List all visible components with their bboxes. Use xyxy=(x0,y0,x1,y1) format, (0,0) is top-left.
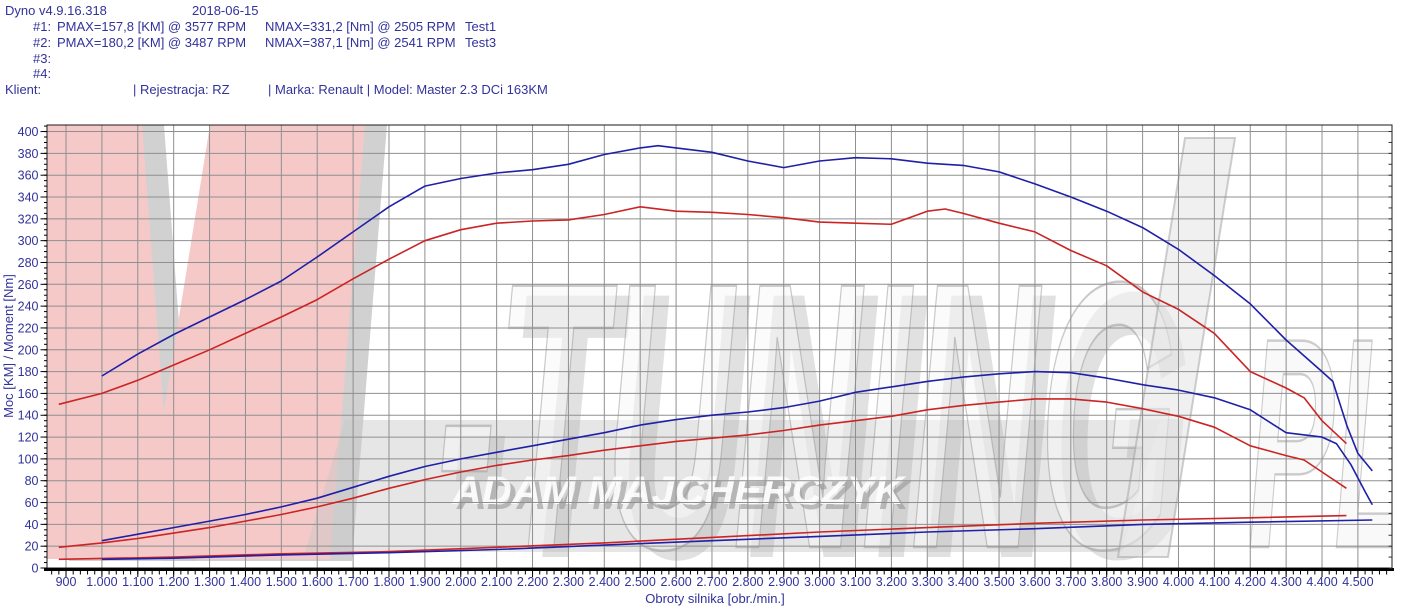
svg-text:2.900: 2.900 xyxy=(768,575,799,589)
client-label: Klient: xyxy=(5,82,42,97)
watermark-tuning-shadow: -TUNING xyxy=(451,213,1191,612)
svg-text:60: 60 xyxy=(25,496,39,510)
run2-pmax: PMAX=180,2 [KM] @ 3487 RPM xyxy=(57,35,247,50)
svg-text:180: 180 xyxy=(18,365,39,379)
svg-text:2.300: 2.300 xyxy=(553,575,584,589)
make-model-label: | Marka: Renault | Model: Master 2.3 DCi… xyxy=(268,82,548,97)
svg-text:0: 0 xyxy=(32,562,39,576)
svg-text:4.300: 4.300 xyxy=(1270,575,1301,589)
svg-text:2.600: 2.600 xyxy=(660,575,691,589)
watermark-author-shadow: ADAM MAJCHERCZYK xyxy=(456,474,912,518)
svg-text:3.700: 3.700 xyxy=(1055,575,1086,589)
x-axis-title: Obroty silnika [obr./min.] xyxy=(645,591,784,606)
y-tick-labels: 0 20 40 60 80 100 120 140 160 180 200 220 240 260 280 3… xyxy=(18,125,39,575)
svg-text:2.000: 2.000 xyxy=(445,575,476,589)
plot-border xyxy=(44,124,1394,571)
svg-text:4.100: 4.100 xyxy=(1199,575,1230,589)
svg-text:400: 400 xyxy=(18,125,39,139)
run2-nmax: NMAX=387,1 [Nm] @ 2541 RPM xyxy=(265,35,456,50)
run2-test: Test3 xyxy=(465,35,497,50)
svg-text:2.200: 2.200 xyxy=(517,575,548,589)
curve-torque-test1-red xyxy=(58,206,1347,445)
svg-text:3.400: 3.400 xyxy=(948,575,979,589)
svg-text:1.600: 1.600 xyxy=(302,575,333,589)
watermark-band xyxy=(305,420,1160,552)
svg-text:100: 100 xyxy=(18,452,39,466)
header: Dyno v4.9.16.318 2018-06-15 #1: PMAX=157… xyxy=(0,0,1424,110)
svg-text:300: 300 xyxy=(18,234,39,248)
svg-text:1.300: 1.300 xyxy=(194,575,225,589)
y-axis-title: Moc [KM] / Moment [Nm] xyxy=(1,274,16,418)
run2-label: #2: xyxy=(33,35,52,50)
svg-text:1.000: 1.000 xyxy=(86,575,117,589)
run1-test: Test1 xyxy=(465,19,497,34)
svg-text:160: 160 xyxy=(18,387,39,401)
svg-text:260: 260 xyxy=(18,278,39,292)
dyno-curves xyxy=(58,144,1374,561)
svg-text:3.900: 3.900 xyxy=(1127,575,1158,589)
run-date: 2018-06-15 xyxy=(192,3,259,18)
svg-text:1.400: 1.400 xyxy=(230,575,261,589)
svg-text:360: 360 xyxy=(18,169,39,183)
svg-text:220: 220 xyxy=(18,321,39,335)
svg-text:120: 120 xyxy=(18,431,39,445)
svg-text:3.000: 3.000 xyxy=(804,575,835,589)
run1-label: #1: xyxy=(33,19,52,34)
svg-text:1.900: 1.900 xyxy=(409,575,440,589)
registration-label: | Rejestracja: RZ xyxy=(133,82,230,97)
svg-text:4.400: 4.400 xyxy=(1306,575,1337,589)
svg-text:80: 80 xyxy=(25,474,39,488)
run4-label: #4: xyxy=(33,66,52,81)
watermark-tuning-text: -TUNING xyxy=(437,203,1177,612)
svg-text:1.800: 1.800 xyxy=(373,575,404,589)
app-title: Dyno v4.9.16.318 xyxy=(5,3,107,18)
svg-text:1.100: 1.100 xyxy=(122,575,153,589)
svg-text:3.300: 3.300 xyxy=(912,575,943,589)
svg-text:2.400: 2.400 xyxy=(589,575,620,589)
svg-text:200: 200 xyxy=(18,343,39,357)
v-letter-stroke xyxy=(47,125,175,559)
svg-text:380: 380 xyxy=(18,147,39,161)
svg-text:3.200: 3.200 xyxy=(876,575,907,589)
svg-text:1.200: 1.200 xyxy=(158,575,189,589)
v-letter-stroke xyxy=(140,125,365,559)
svg-text:340: 340 xyxy=(18,191,39,205)
svg-text:2.500: 2.500 xyxy=(625,575,656,589)
svg-text:2.800: 2.800 xyxy=(732,575,763,589)
svg-text:2.100: 2.100 xyxy=(481,575,512,589)
svg-text:4.200: 4.200 xyxy=(1235,575,1266,589)
curve-loss-test3-blue xyxy=(101,519,1373,561)
svg-text:4.500: 4.500 xyxy=(1342,575,1373,589)
svg-text:4.000: 4.000 xyxy=(1163,575,1194,589)
curve-power-test1-red xyxy=(58,398,1347,549)
svg-text:3.800: 3.800 xyxy=(1091,575,1122,589)
axis-ticks xyxy=(40,125,1392,577)
svg-text:40: 40 xyxy=(25,518,39,532)
x-tick-labels: 900 1.000 1.100 1.200 1.300 1.400 1.500 1.600 1.… xyxy=(56,575,1374,589)
run3-label: #3: xyxy=(33,51,52,66)
svg-text:1.500: 1.500 xyxy=(266,575,297,589)
svg-text:20: 20 xyxy=(25,540,39,554)
svg-text:1.700: 1.700 xyxy=(337,575,368,589)
svg-text:3.100: 3.100 xyxy=(840,575,871,589)
svg-text:280: 280 xyxy=(18,256,39,270)
run1-nmax: NMAX=331,2 [Nm] @ 2505 RPM xyxy=(265,19,456,34)
svg-text:3.500: 3.500 xyxy=(983,575,1014,589)
watermark-pl-text: PL xyxy=(1248,275,1413,611)
curve-loss-test1-red xyxy=(58,514,1347,561)
watermark-bar xyxy=(1116,137,1237,558)
curve-torque-test3-blue xyxy=(101,144,1373,472)
svg-text:2.700: 2.700 xyxy=(696,575,727,589)
svg-text:240: 240 xyxy=(18,300,39,314)
curve-power-test3-blue xyxy=(101,370,1374,542)
watermark-author-text: ADAM MAJCHERCZYK xyxy=(451,469,907,513)
svg-text:140: 140 xyxy=(18,409,39,423)
svg-text:320: 320 xyxy=(18,212,39,226)
svg-text:3.600: 3.600 xyxy=(1019,575,1050,589)
run1-pmax: PMAX=157,8 [KM] @ 3577 RPM xyxy=(57,19,247,34)
svg-text:900: 900 xyxy=(56,575,77,589)
